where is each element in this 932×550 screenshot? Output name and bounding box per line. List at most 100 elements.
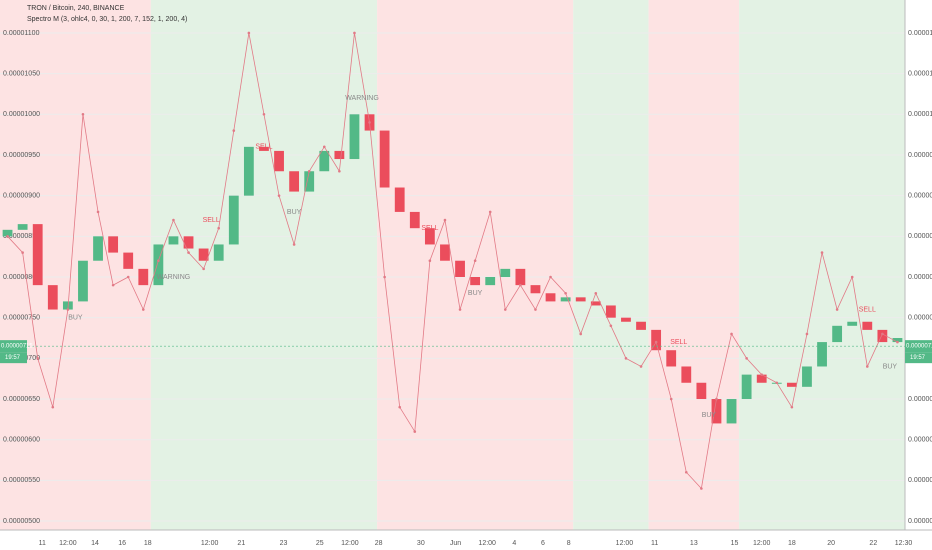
spectro-point <box>141 308 145 311</box>
spectro-point <box>684 470 688 474</box>
spectro-point <box>172 218 175 222</box>
y-tick-label: 0.00000850 <box>3 233 40 240</box>
candle <box>243 146 254 196</box>
candle <box>741 374 752 400</box>
candle <box>32 224 43 286</box>
signal-label: WARNING <box>157 274 191 281</box>
candle <box>213 244 224 261</box>
y-tick-label-right: 0.00000900 <box>908 192 932 199</box>
spectro-point <box>654 340 658 344</box>
spectro-point <box>549 275 552 279</box>
spectro-point <box>639 365 643 368</box>
candle <box>545 293 556 302</box>
spectro-point <box>850 275 854 279</box>
spectro-point <box>715 397 718 401</box>
candle <box>289 171 300 192</box>
spectro-point <box>338 169 341 173</box>
candle <box>636 321 646 330</box>
spectro-point <box>579 332 583 336</box>
x-tick-label: 12:00 <box>478 540 496 547</box>
spectro-point <box>896 340 899 344</box>
signal-label: BUY <box>883 363 898 370</box>
x-tick-label: 28 <box>375 540 383 547</box>
spectro-point <box>669 397 673 401</box>
spectro-point <box>232 129 236 132</box>
x-tick-label: 8 <box>567 540 571 547</box>
x-tick-label: 12:00 <box>341 540 359 547</box>
candle <box>485 276 496 286</box>
y-tick-label-right: 0.00000800 <box>908 274 932 281</box>
candle <box>530 285 541 294</box>
spectro-point <box>307 169 311 173</box>
spectro-point <box>790 405 794 409</box>
candle <box>259 146 269 151</box>
x-tick-label: 18 <box>144 540 152 547</box>
candle <box>47 285 58 310</box>
x-tick-label: 25 <box>316 540 324 547</box>
x-tick-label: 30 <box>417 540 425 547</box>
candle <box>802 366 812 387</box>
candle <box>575 297 586 302</box>
spectro-point <box>322 145 326 149</box>
spectro-point <box>51 405 55 409</box>
x-tick-label: 20 <box>827 540 835 547</box>
candle <box>440 244 450 261</box>
x-tick-label: 11 <box>39 540 46 547</box>
x-tick-label: 12:30 <box>895 540 913 547</box>
candle <box>183 236 194 249</box>
candle <box>862 321 873 330</box>
spectro-point <box>730 332 733 336</box>
y-tick-label-right: 0.00000500 <box>908 518 932 525</box>
signal-label: SELL <box>859 306 876 313</box>
candle <box>2 229 13 237</box>
candle <box>108 236 119 253</box>
candle <box>696 382 707 400</box>
spectro-point <box>111 283 115 287</box>
y-tick-label-right: 0.00001000 <box>908 111 932 118</box>
spectro-point <box>157 259 160 263</box>
y-tick-label: 0.00000950 <box>3 152 40 159</box>
y-tick-label: 0.00000750 <box>3 315 40 322</box>
spectro-point <box>126 275 130 279</box>
spectro-point <box>805 332 809 336</box>
candle <box>681 366 692 383</box>
x-tick-label: 13 <box>690 540 698 547</box>
y-tick-label-right: 0.00001100 <box>908 30 932 37</box>
x-tick-label: 12:00 <box>616 540 634 547</box>
spectro-point <box>202 267 205 271</box>
spectro-point <box>534 308 537 311</box>
y-tick-label-right: 0.00000650 <box>908 396 932 403</box>
zone <box>377 0 574 530</box>
candle <box>847 321 858 326</box>
spectro-point <box>81 112 85 116</box>
candle <box>379 130 390 188</box>
chart-title: TRON / Bitcoin, 240, BINANCE <box>27 5 125 12</box>
y-tick-label-right: 0.00000750 <box>908 315 932 322</box>
candle <box>455 260 465 277</box>
x-tick-label: 22 <box>869 540 877 547</box>
spectro-point <box>473 259 477 263</box>
indicator-label: Spectro M (3, ohlc4, 0, 30, 1, 200, 7, 1… <box>27 16 187 23</box>
candle <box>605 305 616 318</box>
spectro-point <box>700 487 703 490</box>
candle <box>756 374 767 383</box>
countdown-tag <box>0 352 27 364</box>
y-tick-label: 0.00000900 <box>3 192 40 199</box>
candle <box>726 399 737 424</box>
y-tick-label-right: 0.00001050 <box>908 70 932 77</box>
countdown-tag <box>905 352 932 364</box>
spectro-point <box>488 210 492 214</box>
spectro-point <box>745 357 748 360</box>
x-tick-label: 4 <box>512 540 516 547</box>
y-tick-label: 0.00000650 <box>3 396 40 403</box>
spectro-point <box>217 226 221 230</box>
x-tick-label: 18 <box>788 540 796 547</box>
spectro-point <box>428 259 432 263</box>
candle <box>349 114 360 160</box>
candle <box>666 350 677 367</box>
spectro-point <box>609 324 613 328</box>
spectro-point <box>594 291 598 295</box>
candle <box>409 211 420 229</box>
candle <box>832 325 843 343</box>
